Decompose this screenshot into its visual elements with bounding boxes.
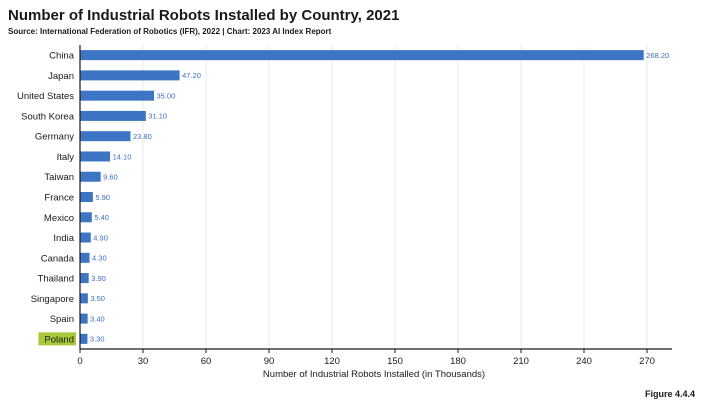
chart-title: Number of Industrial Robots Installed by… xyxy=(8,7,400,24)
bar-south-korea xyxy=(80,110,146,121)
bar-taiwan xyxy=(80,171,101,182)
x-tick-label-270: 270 xyxy=(639,356,655,367)
chart-subtitle: Source: International Federation of Robo… xyxy=(8,27,332,36)
bar-china xyxy=(80,50,644,61)
bar-india xyxy=(80,232,91,243)
value-label-canada: 4.30 xyxy=(92,254,107,263)
bar-germany xyxy=(80,131,131,142)
x-tick-label-30: 30 xyxy=(138,356,149,367)
bar-thailand xyxy=(80,273,89,284)
bar-poland xyxy=(80,333,88,344)
value-label-taiwan: 9.60 xyxy=(103,173,118,182)
x-tick-label-0: 0 xyxy=(77,356,82,367)
value-label-poland: 3.30 xyxy=(90,335,105,344)
bars: 268.20 47.20 35.00 31.10 23.80 14.10 9.60 5.90 5… xyxy=(80,50,669,344)
category-label-thailand: Thailand xyxy=(38,274,74,285)
value-label-united-states: 35.00 xyxy=(157,91,176,100)
value-label-south-korea: 31.10 xyxy=(148,112,167,121)
axes: 0 30 60 90 120 150 180 210 240 270 China Japan Unite… xyxy=(17,45,672,367)
category-label-japan: Japan xyxy=(48,71,74,82)
category-label-germany: Germany xyxy=(35,132,74,143)
x-tick-label-90: 90 xyxy=(264,356,275,367)
bar-italy xyxy=(80,151,111,162)
category-label-mexico: Mexico xyxy=(44,213,74,224)
highlight-poland xyxy=(38,332,76,346)
value-label-china: 268.20 xyxy=(646,51,669,60)
category-label-canada: Canada xyxy=(41,253,75,264)
value-label-germany: 23.80 xyxy=(133,132,152,141)
value-label-singapore: 3.50 xyxy=(90,294,105,303)
value-label-mexico: 5.40 xyxy=(94,213,109,222)
category-label-china: China xyxy=(49,51,75,62)
category-label-france: France xyxy=(44,193,74,204)
x-tick-label-120: 120 xyxy=(324,356,340,367)
bar-mexico xyxy=(80,212,92,223)
category-label-india: India xyxy=(53,233,74,244)
value-label-thailand: 3.90 xyxy=(91,274,106,283)
x-tick-label-180: 180 xyxy=(450,356,466,367)
category-label-italy: Italy xyxy=(57,152,75,163)
value-label-japan: 47.20 xyxy=(182,71,201,80)
figure-label: Figure 4.4.4 xyxy=(644,389,695,399)
bar-japan xyxy=(80,70,180,81)
category-label-poland: Poland xyxy=(44,334,74,345)
bar-united-states xyxy=(80,90,154,101)
category-label-south-korea: South Korea xyxy=(21,111,75,122)
value-label-spain: 3.40 xyxy=(90,314,105,323)
x-tick-label-240: 240 xyxy=(576,356,592,367)
grid-lines xyxy=(142,45,648,349)
bar-canada xyxy=(80,252,90,263)
x-tick-label-210: 210 xyxy=(513,356,529,367)
category-label-united-states: United States xyxy=(17,91,74,102)
category-label-singapore: Singapore xyxy=(31,294,74,305)
x-tick-label-150: 150 xyxy=(387,356,403,367)
value-label-india: 4.90 xyxy=(93,233,108,242)
bar-spain xyxy=(80,313,88,324)
value-label-france: 5.90 xyxy=(95,193,110,202)
category-label-taiwan: Taiwan xyxy=(44,172,74,183)
bar-france xyxy=(80,192,93,202)
x-tick-label-60: 60 xyxy=(201,356,212,367)
value-label-italy: 14.10 xyxy=(113,152,132,161)
x-axis-title: Number of Industrial Robots Installed (i… xyxy=(263,369,485,380)
category-label-spain: Spain xyxy=(50,314,74,325)
bar-singapore xyxy=(80,293,88,304)
